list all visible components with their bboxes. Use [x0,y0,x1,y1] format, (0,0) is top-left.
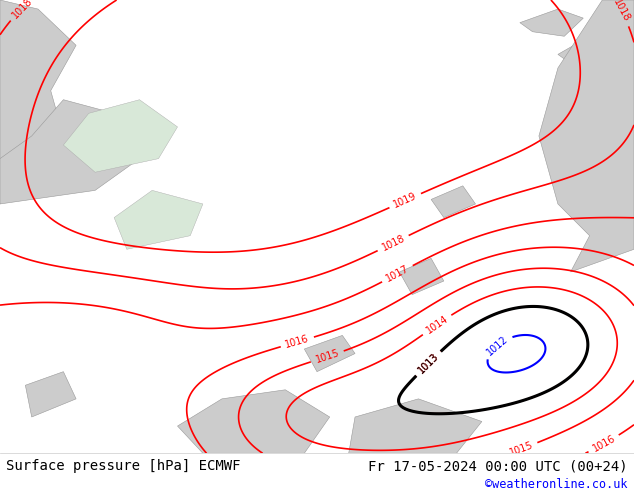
Text: ©weatheronline.co.uk: ©weatheronline.co.uk [485,478,628,490]
Polygon shape [0,100,139,204]
Text: 1018: 1018 [380,233,406,253]
Polygon shape [431,186,476,218]
Text: Fr 17-05-2024 00:00 UTC (00+24): Fr 17-05-2024 00:00 UTC (00+24) [368,459,628,473]
Text: 1017: 1017 [384,264,411,284]
Text: 1013: 1013 [416,351,441,376]
Text: 1019: 1019 [392,191,418,210]
Polygon shape [114,190,203,249]
Polygon shape [304,335,355,371]
Text: 1016: 1016 [284,334,311,350]
Text: 1013: 1013 [416,351,441,376]
Polygon shape [178,390,330,453]
Text: 1018: 1018 [611,0,631,24]
Polygon shape [539,0,634,272]
Text: 1015: 1015 [314,348,340,365]
Polygon shape [63,100,178,172]
Text: 1018: 1018 [10,0,34,20]
Polygon shape [520,9,583,36]
Text: 1015: 1015 [508,440,534,458]
Text: 1012: 1012 [485,334,510,357]
Polygon shape [25,371,76,417]
Polygon shape [349,399,482,453]
Polygon shape [399,258,444,294]
Text: 1016: 1016 [591,434,617,454]
Polygon shape [0,0,76,204]
Text: 1014: 1014 [424,314,450,336]
Text: Surface pressure [hPa] ECMWF: Surface pressure [hPa] ECMWF [6,459,241,473]
Polygon shape [558,36,615,68]
